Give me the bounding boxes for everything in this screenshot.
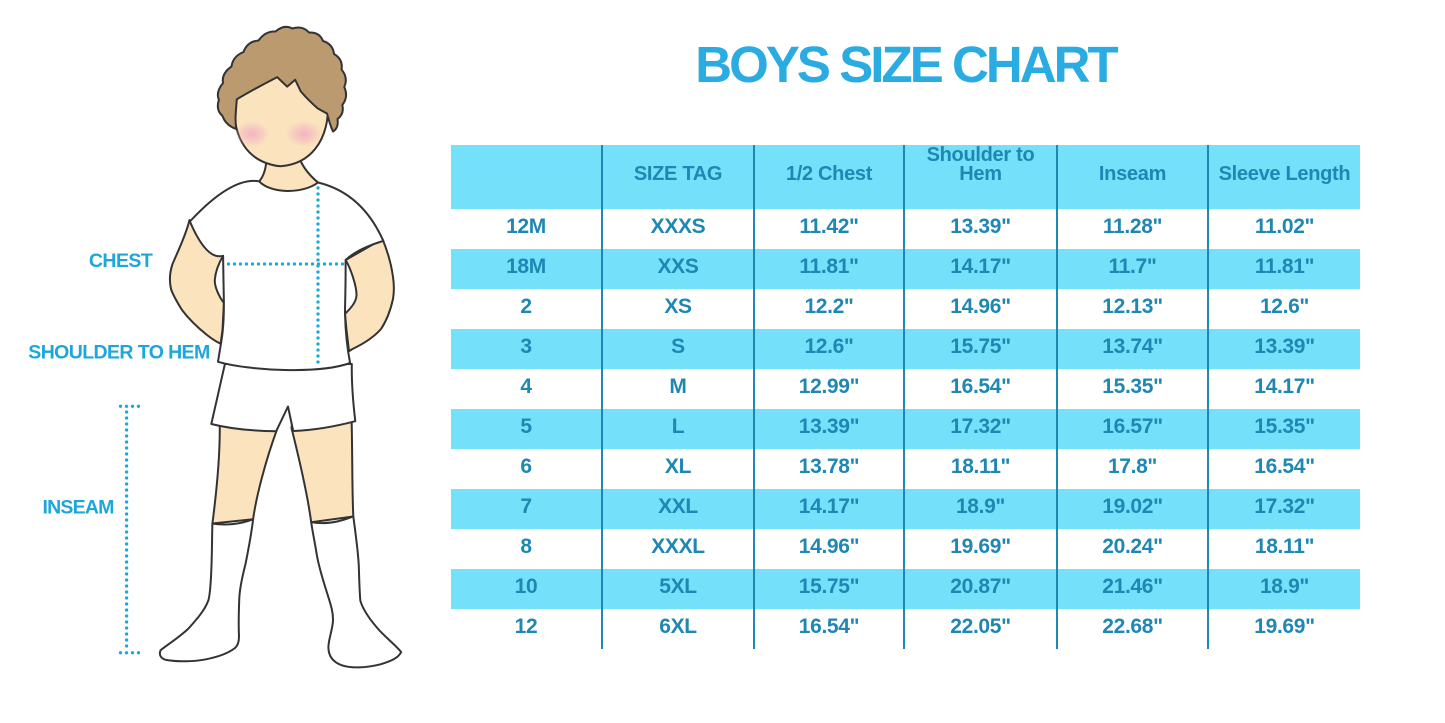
- svg-text:INSEAM: INSEAM: [43, 497, 114, 519]
- svg-text:CHEST: CHEST: [89, 250, 153, 272]
- svg-text:SHOULDER TO HEM: SHOULDER TO HEM: [28, 341, 209, 363]
